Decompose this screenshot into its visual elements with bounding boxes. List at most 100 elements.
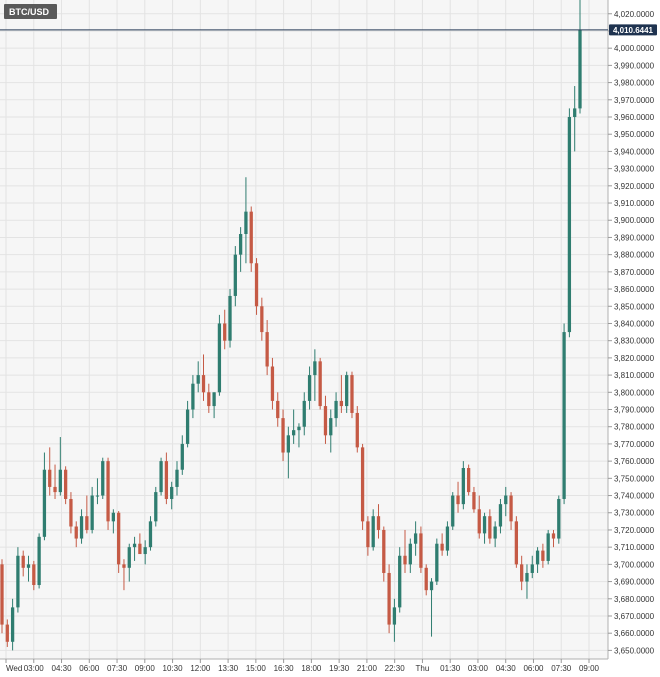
candle-up [461,461,465,510]
candle-body [90,495,94,530]
candle-body [387,572,391,625]
candle-body [201,375,206,393]
x-tick-label: 06:00 [523,664,544,673]
candle-body [21,555,25,568]
candle-body [323,406,328,436]
candle-body [493,526,497,539]
y-tick-label: 3,670.0000 [614,612,655,621]
y-tick-label: 3,690.0000 [614,578,655,587]
candle-up [435,538,439,586]
candle-body [371,516,375,548]
candle-down [360,443,365,530]
candle-body [207,392,211,407]
candle-body [334,400,338,419]
y-tick-label: 3,960.0000 [614,113,655,122]
candle-up [180,435,184,475]
x-tick-label: 09:00 [579,664,600,673]
candle-body [424,567,428,591]
y-tick-label: 3,810.0000 [614,371,655,380]
candle-body [217,323,222,393]
y-tick-label: 3,890.0000 [614,233,655,242]
candle-up [196,361,200,393]
candle-body [132,543,137,548]
x-tick-label: 01:30 [440,664,461,673]
candle-up [525,564,529,599]
candle-up [175,461,179,496]
candle-body [233,254,237,296]
candle-body [520,564,524,582]
y-tick-label: 3,790.0000 [614,406,655,415]
y-tick-label: 3,830.0000 [614,337,655,346]
x-tick-label: 03:00 [468,664,489,673]
y-tick-label: 3,970.0000 [614,96,655,105]
candle-body [37,536,41,586]
candle-up [90,486,94,534]
candle-body [164,461,169,499]
candle-up [101,457,105,499]
x-tick-label: 13:30 [218,664,239,673]
candle-up [398,547,402,613]
candle-up [578,0,582,114]
candle-up [132,536,137,561]
y-tick-label: 3,660.0000 [614,629,655,638]
candle-body [276,400,280,419]
candle-body [376,516,381,530]
candle-body [212,392,216,407]
last-price-tag: 4,010.6441 [609,24,657,36]
symbol-tag: BTC/USD [4,4,57,19]
y-tick-label: 4,000.0000 [614,44,655,53]
candle-body [398,555,402,608]
candle-down [69,492,73,534]
candle-body [477,509,481,534]
y-tick-label: 3,730.0000 [614,509,655,518]
candle-down [74,521,78,548]
candle-body [472,492,476,510]
candle-body [509,495,513,522]
x-tick-label: 07:30 [107,664,128,673]
candle-down [509,492,513,530]
candle-up [329,409,333,453]
candle-body [392,607,397,625]
candle-body [408,543,412,565]
candle-down [472,486,476,513]
candle-body [58,469,62,493]
candle-up [170,481,174,510]
candle-up [429,578,434,637]
candle-body [101,461,105,496]
candle-up [286,426,290,479]
candle-down [265,320,269,376]
candle-down [53,464,57,499]
candle-body [170,486,174,499]
candle-up [154,486,158,527]
candle-down [122,559,126,591]
candle-down [106,457,110,530]
candle-down [541,543,545,568]
candle-down [339,375,344,413]
candle-down [514,516,519,568]
candle-up [413,521,418,556]
candle-body [138,543,142,555]
x-tick-label: 15:00 [246,664,267,673]
candle-body [445,526,450,551]
y-tick-label: 3,880.0000 [614,251,655,260]
candle-body [567,117,572,333]
candle-up [217,314,222,396]
y-tick-label: 3,820.0000 [614,354,655,363]
y-tick-label: 3,800.0000 [614,388,655,397]
candle-body [366,521,370,548]
candle-up [445,521,450,556]
candle-body [106,461,110,522]
symbol-label: BTC/USD [9,7,49,17]
candle-body [117,512,121,565]
candle-up [10,598,15,651]
candle-body [498,504,503,527]
candle-up [504,486,508,517]
candle-body [196,375,200,384]
x-tick-label: 06:00 [79,664,100,673]
candle-body [541,550,545,561]
candle-up [297,423,301,448]
x-tick-label: 04:30 [52,664,73,673]
candle-up [334,392,338,427]
y-tick-label: 3,980.0000 [614,79,655,88]
candle-up [567,108,572,338]
